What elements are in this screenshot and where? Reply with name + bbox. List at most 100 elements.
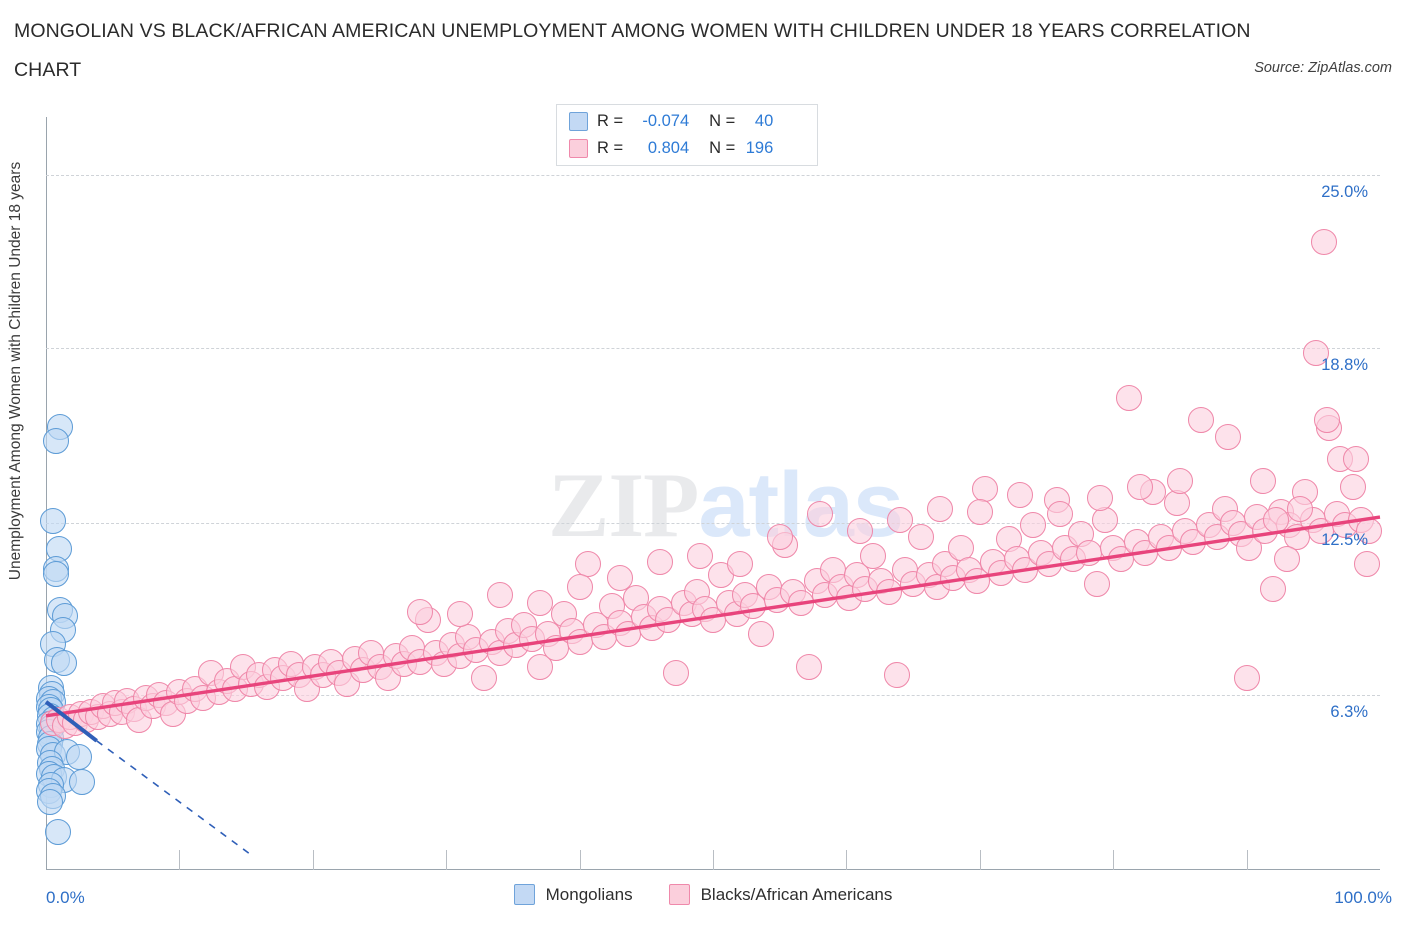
gridline-25.0: [46, 175, 1380, 177]
data-point-blacks-african-americans: [686, 543, 713, 570]
data-point-blacks-african-americans: [590, 623, 617, 650]
stat-row-blacks-african-americans: R = 0.804 N = 196: [569, 135, 805, 162]
legend-swatch-blacks-african-americans: [668, 884, 690, 905]
trend-lines: [44, 515, 1381, 857]
data-point-blacks-african-americans: [1273, 545, 1300, 572]
x-axis-tick-7: [979, 850, 981, 870]
data-point-blacks-african-americans: [1353, 551, 1380, 578]
data-point-blacks-african-americans: [1310, 229, 1337, 256]
source-attribution: Source: ZipAtlas.com: [1254, 60, 1392, 76]
y-axis-tick-label-25.0: 25.0%: [1321, 183, 1368, 202]
data-point-blacks-african-americans: [1313, 406, 1340, 433]
data-point-mongolians: [37, 788, 64, 815]
data-point-blacks-african-americans: [726, 551, 753, 578]
data-point-blacks-african-americans: [948, 534, 975, 561]
x-axis-tick-6: [846, 850, 848, 870]
correlation-stats-box: R = -0.074 N = 40 R = 0.804 N = 196: [556, 104, 818, 166]
data-point-blacks-african-americans: [964, 568, 991, 595]
legend-label-blacks-african-americans: Blacks/African Americans: [700, 884, 893, 904]
data-point-blacks-african-americans: [646, 548, 673, 575]
x-axis-tick-5: [713, 850, 714, 870]
x-axis-label-min: 0.0%: [46, 888, 85, 907]
data-point-mongolians: [51, 649, 77, 676]
data-point-blacks-african-americans: [1084, 570, 1111, 597]
y-axis-tick-label-12.5: 12.5%: [1321, 530, 1368, 549]
data-point-blacks-african-americans: [1188, 406, 1215, 433]
stat-n-value-pink: 196: [745, 139, 774, 157]
x-axis-tick-3: [446, 850, 448, 870]
x-axis-tick-9: [1246, 850, 1248, 870]
stat-n-value-blue: 40: [754, 112, 774, 130]
data-point-blacks-african-americans: [1086, 484, 1113, 511]
series-legend: Mongolians Blacks/African Americans: [0, 884, 1406, 905]
data-point-blacks-african-americans: [662, 659, 689, 686]
data-point-blacks-african-americans: [1006, 481, 1033, 508]
data-point-blacks-african-americans: [708, 562, 734, 589]
data-point-mongolians: [45, 819, 72, 846]
data-point-blacks-african-americans: [1116, 384, 1143, 411]
y-axis-tick-label-18.8: 18.8%: [1321, 355, 1368, 374]
data-point-blacks-african-americans: [374, 665, 401, 692]
stat-swatch-blue: [569, 112, 588, 131]
data-point-blacks-african-americans: [1214, 423, 1241, 450]
x-axis-label-max: 100.0%: [1334, 888, 1392, 907]
data-point-blacks-african-americans: [1342, 445, 1369, 472]
data-point-blacks-african-americans: [972, 476, 999, 503]
data-point-blacks-african-americans: [470, 665, 497, 692]
data-point-blacks-african-americans: [886, 506, 913, 533]
data-point-blacks-african-americans: [1233, 665, 1260, 692]
gridline-12.5: [46, 522, 1380, 524]
stat-r-value-pink: 0.804: [647, 139, 690, 157]
data-point-blacks-african-americans: [1166, 467, 1193, 494]
trend-line-blacks-african-americans: [45, 515, 1381, 718]
legend-item-blacks-african-americans[interactable]: Blacks/African Americans: [668, 884, 893, 905]
stat-r-value-blue: -0.074: [642, 112, 690, 130]
data-point-blacks-african-americans: [446, 601, 473, 628]
data-point-blacks-african-americans: [1249, 467, 1276, 494]
data-point-mongolians: [66, 744, 93, 771]
y-axis-line: [46, 117, 47, 870]
data-point-blacks-african-americans: [846, 518, 873, 544]
data-point-blacks-african-americans: [1286, 495, 1313, 522]
x-axis-tick-1: [179, 850, 181, 870]
data-point-blacks-african-americans: [766, 523, 793, 550]
data-point-blacks-african-americans: [1046, 501, 1073, 528]
data-point-blacks-african-americans: [748, 620, 775, 647]
data-point-blacks-african-americans: [566, 573, 593, 600]
data-point-blacks-african-americans: [1302, 340, 1329, 367]
stat-swatch-pink: [569, 139, 588, 158]
data-point-blacks-african-americans: [908, 523, 935, 550]
data-point-mongolians: [43, 561, 70, 588]
x-axis-tick-4: [579, 850, 581, 870]
stat-r-label-blue: R =: [597, 112, 624, 130]
trend-line-mongolians-extension: [96, 740, 254, 857]
data-point-mongolians: [43, 427, 70, 454]
data-point-blacks-african-americans: [966, 498, 993, 525]
gridline-6.3: [46, 694, 1380, 696]
x-axis-tick-8: [1113, 850, 1115, 870]
data-point-blacks-african-americans: [1260, 576, 1287, 603]
legend-swatch-mongolians: [513, 884, 535, 905]
page-title-line1: MONGOLIAN VS BLACK/AFRICAN AMERICAN UNEM…: [14, 20, 1251, 42]
data-point-blacks-african-americans: [526, 590, 553, 617]
trend-line-mongolians: [44, 700, 98, 743]
gridline-18.8: [46, 347, 1380, 349]
scatter-plot-area: [35, 117, 1383, 870]
data-point-blacks-african-americans: [860, 543, 887, 570]
stat-row-mongolians: R = -0.074 N = 40: [569, 108, 805, 135]
data-point-blacks-african-americans: [884, 662, 911, 689]
data-point-blacks-african-americans: [606, 565, 633, 592]
data-point-blacks-african-americans: [806, 501, 833, 528]
stat-n-label-blue: N =: [709, 112, 736, 130]
data-point-blacks-african-americans: [1020, 512, 1047, 539]
data-point-blacks-african-americans: [406, 598, 433, 625]
page-title-line2: CHART: [14, 59, 82, 81]
data-point-mongolians: [40, 508, 67, 535]
data-point-blacks-african-americans: [1340, 473, 1367, 500]
data-point-blacks-african-americans: [1092, 506, 1119, 533]
data-point-blacks-african-americans: [486, 581, 513, 608]
data-point-blacks-african-americans: [926, 495, 953, 522]
legend-item-mongolians[interactable]: Mongolians: [513, 884, 633, 905]
data-point-mongolians: [69, 769, 96, 796]
legend-label-mongolians: Mongolians: [545, 884, 633, 904]
